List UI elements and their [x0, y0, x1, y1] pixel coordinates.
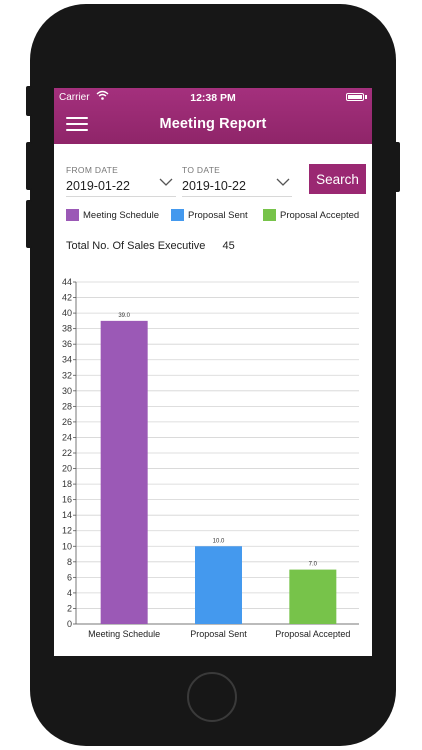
bar-value-label: 10.0: [213, 538, 225, 544]
y-tick-label: 28: [62, 401, 72, 411]
y-tick-label: 16: [62, 495, 72, 505]
power-button: [394, 142, 400, 192]
y-tick-label: 4: [67, 588, 72, 598]
app-header: Carrier 12:38 PM Meeting Report: [54, 88, 372, 144]
y-tick-label: 8: [67, 557, 72, 567]
summary-value: 45: [222, 240, 235, 252]
hamburger-menu-icon[interactable]: [66, 115, 88, 133]
legend-swatch: [66, 209, 79, 221]
sales-executive-summary: Total No. Of Sales Executive 45: [66, 240, 235, 252]
y-tick-label: 14: [62, 510, 72, 520]
y-tick-label: 42: [62, 293, 72, 303]
from-date-underline: [66, 196, 176, 197]
legend-label: Meeting Schedule: [83, 209, 160, 221]
y-tick-label: 24: [62, 432, 72, 442]
y-tick-label: 22: [62, 448, 72, 458]
y-tick-label: 40: [62, 308, 72, 318]
bar-meeting-schedule: [100, 320, 148, 624]
battery-tip: [365, 95, 367, 99]
to-date-underline: [182, 196, 292, 197]
y-tick-label: 2: [67, 603, 72, 613]
search-button[interactable]: Search: [309, 164, 366, 194]
y-tick-label: 34: [62, 355, 72, 365]
legend-swatch: [171, 209, 184, 221]
app-screen: Carrier 12:38 PM Meeting Report FROM DAT…: [54, 88, 372, 656]
volume-down-button: [26, 200, 32, 248]
bar-proposal-sent: [195, 546, 242, 624]
y-tick-label: 38: [62, 324, 72, 334]
x-category-label: Meeting Schedule: [88, 629, 160, 639]
battery-icon: [346, 93, 364, 101]
mute-switch: [26, 86, 32, 116]
y-tick-label: 36: [62, 339, 72, 349]
bar-value-label: 39.0: [118, 313, 130, 319]
y-tick-label: 20: [62, 464, 72, 474]
legend-label: Proposal Accepted: [280, 209, 360, 221]
y-tick-label: 0: [67, 619, 72, 629]
to-date-chevron-down-icon[interactable]: [276, 178, 290, 187]
home-button[interactable]: [187, 672, 237, 722]
from-date-label: FROM DATE: [66, 165, 119, 175]
from-date-chevron-down-icon[interactable]: [159, 178, 173, 187]
legend-item-meeting-schedule: Meeting Schedule: [66, 209, 159, 221]
to-date-value[interactable]: 2019-10-22: [182, 179, 246, 193]
bar-value-label: 7.0: [309, 562, 318, 568]
to-date-label: TO DATE: [182, 165, 221, 175]
x-category-label: Proposal Sent: [190, 629, 247, 639]
volume-up-button: [26, 142, 32, 190]
y-tick-label: 32: [62, 370, 72, 380]
summary-label: Total No. Of Sales Executive: [66, 240, 206, 252]
bar-proposal-accepted: [289, 569, 337, 624]
legend-label: Proposal Sent: [188, 209, 248, 221]
wifi-icon: [96, 90, 109, 100]
status-bar: Carrier 12:38 PM: [54, 88, 372, 108]
y-tick-label: 10: [62, 541, 72, 551]
y-tick-label: 6: [67, 572, 72, 582]
y-tick-label: 30: [62, 386, 72, 396]
meeting-report-bar-chart: 0246810121416182022242628303234363840424…: [62, 277, 359, 639]
legend-item-proposal-accepted: Proposal Accepted: [263, 209, 359, 221]
page-title: Meeting Report: [159, 116, 267, 132]
from-date-value[interactable]: 2019-01-22: [66, 179, 130, 193]
y-tick-label: 18: [62, 479, 72, 489]
carrier-label: Carrier: [59, 92, 90, 103]
y-tick-label: 12: [62, 526, 72, 536]
y-tick-label: 44: [62, 277, 72, 287]
legend-item-proposal-sent: Proposal Sent: [171, 209, 248, 221]
y-tick-label: 26: [62, 417, 72, 427]
clock-label: 12:38 PM: [190, 92, 236, 104]
x-category-label: Proposal Accepted: [275, 629, 350, 639]
legend-swatch: [263, 209, 276, 221]
